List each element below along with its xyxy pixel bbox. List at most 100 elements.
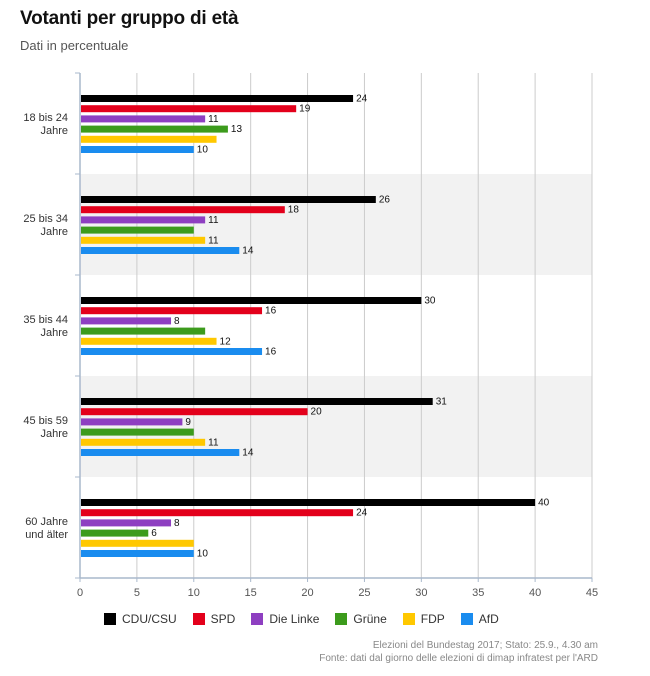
- bar: [81, 539, 194, 547]
- data-label: 16: [265, 347, 277, 358]
- data-label: 6: [151, 528, 157, 539]
- legend-swatch: [192, 613, 205, 625]
- group-band: [80, 376, 592, 477]
- bar: [81, 196, 376, 203]
- data-label: 24: [356, 94, 368, 105]
- source-note: Elezioni del Bundestag 2017; Stato: 25.9…: [372, 640, 598, 651]
- data-label: 16: [265, 306, 277, 317]
- bar: [81, 550, 194, 557]
- bar: [81, 146, 194, 153]
- data-label: 10: [197, 145, 209, 156]
- legend-swatch: [460, 613, 473, 625]
- legend-item: Die Linke: [251, 612, 319, 626]
- bar: [81, 206, 285, 214]
- legend-swatch: [251, 613, 264, 625]
- bar: [81, 348, 263, 355]
- bar: [81, 509, 354, 517]
- data-label: 11: [208, 114, 219, 125]
- category-label: 45 bis 59: [23, 415, 68, 427]
- legend-swatch: [104, 613, 116, 625]
- x-tick-label: 30: [415, 587, 427, 599]
- legend-item: CDU/CSU: [104, 612, 177, 626]
- legend-item: SPD: [192, 612, 236, 626]
- category-label: 25 bis 34: [23, 213, 68, 225]
- bar: [81, 236, 206, 244]
- bar: [81, 438, 206, 446]
- category-label: 35 bis 44: [23, 314, 68, 326]
- bar: [81, 247, 240, 254]
- bar: [81, 408, 308, 416]
- bar: [81, 428, 194, 436]
- bar: [81, 519, 172, 527]
- legend-swatch: [402, 613, 415, 625]
- category-label: Jahre: [40, 327, 68, 339]
- chart-title: Votanti per gruppo di età: [20, 8, 239, 29]
- x-tick-label: 0: [77, 587, 83, 599]
- bar: [81, 95, 354, 102]
- data-label: 8: [174, 518, 180, 529]
- data-label: 11: [208, 437, 219, 448]
- x-tick-label: 35: [472, 587, 484, 599]
- x-tick-label: 20: [301, 587, 313, 599]
- legend-label: SPD: [210, 612, 236, 626]
- x-tick-label: 45: [586, 587, 598, 599]
- data-label: 8: [174, 316, 180, 327]
- legend-item: AfD: [460, 612, 499, 626]
- x-tick-label: 5: [134, 587, 140, 599]
- data-label: 30: [424, 296, 436, 307]
- data-label: 11: [208, 215, 219, 226]
- legend-label: AfD: [478, 612, 499, 626]
- data-label: 20: [311, 407, 323, 418]
- bar: [81, 307, 263, 315]
- x-tick-label: 10: [188, 587, 200, 599]
- chart-subtitle: Dati in percentuale: [20, 38, 129, 53]
- category-label: Jahre: [40, 125, 68, 137]
- data-label: 31: [436, 397, 448, 408]
- legend-label: Grüne: [353, 612, 387, 626]
- data-label: 24: [356, 508, 368, 519]
- legend-label: Die Linke: [269, 612, 320, 626]
- data-label: 19: [299, 104, 311, 115]
- category-label: Jahre: [40, 428, 68, 440]
- category-label: 18 bis 24: [23, 112, 68, 124]
- bar: [81, 297, 422, 304]
- data-label: 26: [379, 195, 391, 206]
- bar: [81, 499, 536, 506]
- bar: [81, 135, 217, 143]
- bar: [81, 337, 217, 345]
- data-label: 13: [231, 124, 243, 135]
- chart-legend: CDU/CSU SPD Die Linke Grüne FDP AfD: [104, 612, 515, 626]
- legend-label: CDU/CSU: [122, 612, 177, 626]
- data-label: 14: [242, 448, 254, 459]
- category-label: Jahre: [40, 226, 68, 238]
- bar: [81, 105, 297, 113]
- data-label: 11: [208, 235, 219, 246]
- group-band: [80, 174, 592, 275]
- legend-item: FDP: [402, 612, 445, 626]
- source-credit: Fonte: dati dal giorno delle elezioni di…: [319, 653, 598, 664]
- legend-swatch: [335, 613, 348, 625]
- bar: [81, 529, 149, 537]
- x-tick-label: 25: [358, 587, 370, 599]
- data-label: 14: [242, 246, 254, 257]
- data-label: 40: [538, 498, 550, 509]
- bar: [81, 115, 206, 123]
- x-tick-label: 15: [245, 587, 257, 599]
- category-label: und älter: [25, 529, 68, 541]
- bar: [81, 125, 228, 133]
- bar: [81, 398, 433, 405]
- bar: [81, 449, 240, 456]
- x-tick-label: 40: [529, 587, 541, 599]
- bar: [81, 327, 206, 335]
- bar: [81, 216, 206, 224]
- category-label: 60 Jahre: [25, 516, 68, 528]
- data-label: 10: [197, 549, 209, 560]
- bar: [81, 418, 183, 426]
- bar: [81, 317, 172, 325]
- legend-item: Grüne: [335, 612, 387, 626]
- data-label: 12: [220, 336, 232, 347]
- data-label: 9: [185, 417, 191, 428]
- bar: [81, 226, 194, 234]
- legend-label: FDP: [420, 612, 445, 626]
